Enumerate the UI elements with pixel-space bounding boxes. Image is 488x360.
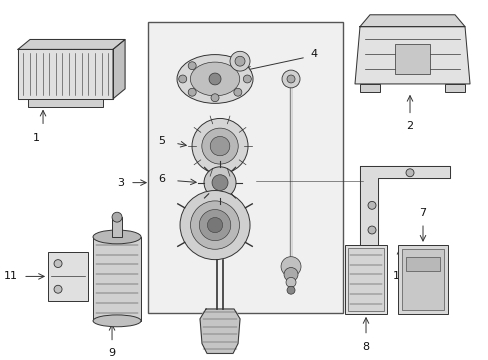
Bar (401, 249, 443, 310)
Circle shape (188, 62, 196, 70)
Bar (359, 84, 379, 92)
Polygon shape (18, 49, 113, 99)
Circle shape (233, 88, 242, 96)
Polygon shape (113, 40, 125, 99)
Circle shape (212, 175, 227, 190)
Circle shape (208, 73, 221, 85)
Circle shape (207, 217, 222, 233)
Circle shape (284, 267, 297, 282)
Bar (347, 248, 383, 311)
Ellipse shape (190, 62, 239, 96)
Polygon shape (359, 166, 449, 245)
Circle shape (282, 70, 300, 88)
Circle shape (281, 257, 301, 276)
Circle shape (210, 136, 229, 156)
Circle shape (286, 286, 294, 294)
Bar (48, 252, 88, 301)
Circle shape (54, 260, 62, 267)
Text: 6: 6 (158, 174, 164, 184)
Circle shape (229, 51, 249, 71)
Polygon shape (200, 309, 240, 354)
Text: 7: 7 (419, 208, 426, 218)
Text: 3: 3 (117, 177, 124, 188)
Circle shape (199, 210, 230, 240)
Text: 10: 10 (392, 271, 406, 282)
Circle shape (203, 167, 236, 198)
Bar (93, 237, 141, 321)
Circle shape (243, 75, 251, 83)
Text: 9: 9 (108, 348, 115, 359)
Circle shape (190, 201, 239, 249)
Bar (148, 22, 342, 313)
Bar (394, 44, 429, 74)
Circle shape (211, 94, 219, 102)
Bar (345, 245, 386, 314)
Polygon shape (359, 15, 464, 27)
Text: 5: 5 (158, 136, 164, 146)
Circle shape (192, 118, 247, 174)
Bar (28, 99, 103, 107)
Bar (405, 257, 439, 271)
Circle shape (235, 56, 244, 66)
Text: 1: 1 (33, 133, 40, 143)
Circle shape (54, 285, 62, 293)
Circle shape (180, 190, 249, 260)
Text: 4: 4 (309, 49, 317, 59)
Circle shape (112, 212, 122, 222)
Circle shape (286, 75, 294, 83)
Polygon shape (354, 27, 469, 84)
Text: 8: 8 (362, 342, 369, 352)
Circle shape (233, 62, 242, 70)
Circle shape (179, 75, 186, 83)
Bar (397, 245, 447, 314)
Ellipse shape (93, 230, 141, 244)
Circle shape (405, 169, 413, 177)
Circle shape (367, 226, 375, 234)
Circle shape (202, 128, 238, 164)
Circle shape (367, 201, 375, 209)
Polygon shape (18, 40, 125, 49)
Text: 2: 2 (406, 121, 413, 131)
Circle shape (188, 88, 196, 96)
Circle shape (285, 278, 295, 287)
Bar (444, 84, 464, 92)
Text: 11: 11 (4, 271, 18, 282)
Bar (112, 217, 122, 237)
Ellipse shape (177, 55, 252, 103)
Ellipse shape (93, 315, 141, 327)
